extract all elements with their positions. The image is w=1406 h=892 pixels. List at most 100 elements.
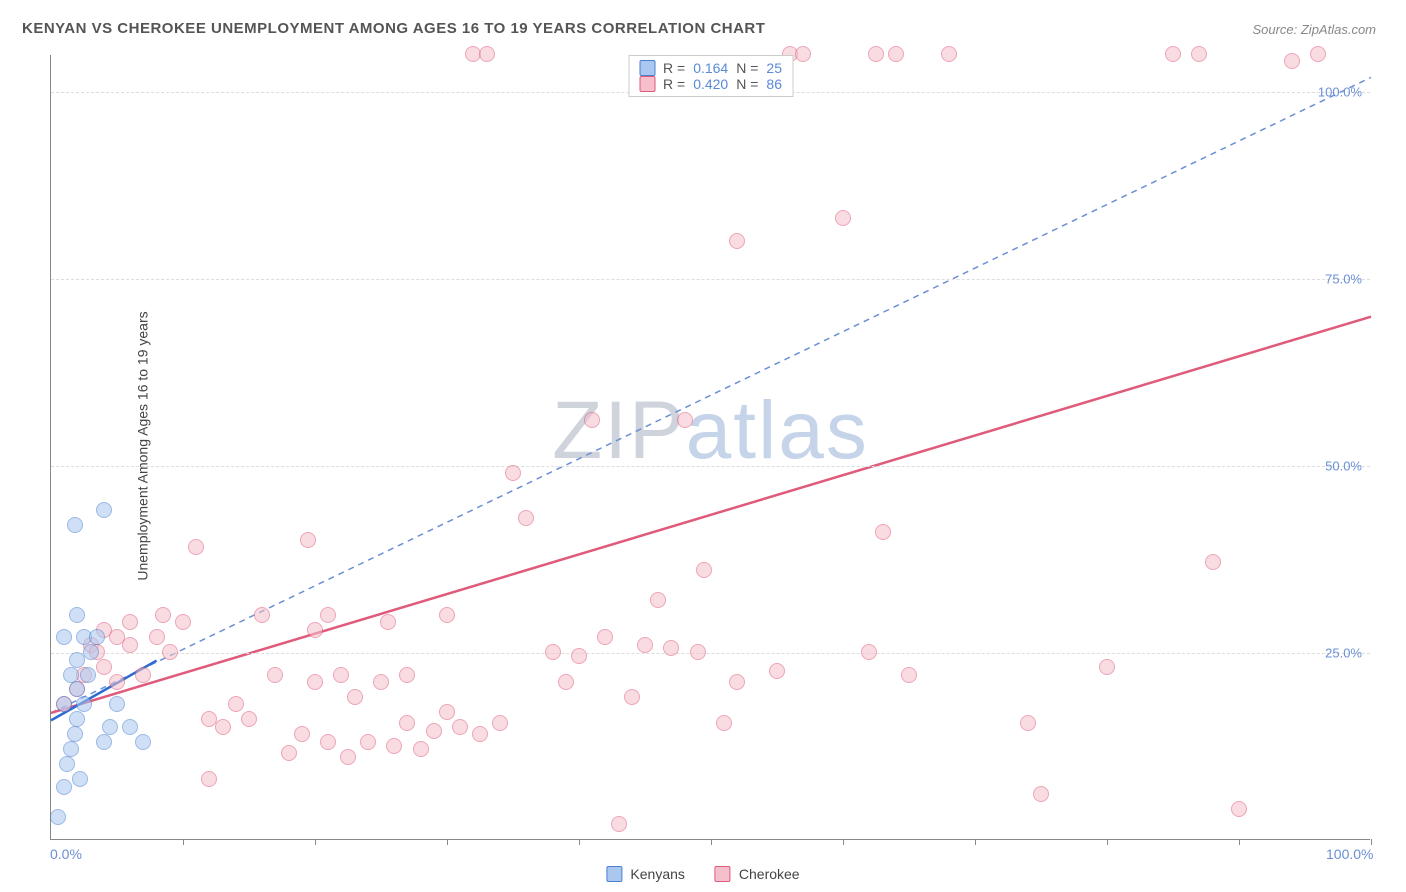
data-point [1284, 53, 1300, 69]
data-point [901, 667, 917, 683]
data-point [1231, 801, 1247, 817]
source-attribution: Source: ZipAtlas.com [1252, 22, 1376, 37]
data-point [96, 502, 112, 518]
data-point [63, 667, 79, 683]
n-label: N = [736, 76, 758, 92]
y-tick-label: 100.0% [1318, 85, 1362, 100]
data-point [72, 771, 88, 787]
data-point [1099, 659, 1115, 675]
data-point [69, 681, 85, 697]
reference-line [51, 77, 1371, 712]
data-point [241, 711, 257, 727]
data-point [868, 46, 884, 62]
data-point [83, 644, 99, 660]
data-point [875, 524, 891, 540]
data-point [320, 607, 336, 623]
stats-row-cherokee: R = 0.420 N = 86 [639, 76, 782, 92]
legend-item-kenyans: Kenyans [606, 866, 684, 882]
watermark: ZIPatlas [552, 384, 869, 478]
data-point [109, 696, 125, 712]
data-point [505, 465, 521, 481]
data-point [67, 517, 83, 533]
data-point [56, 696, 72, 712]
data-point [545, 644, 561, 660]
data-point [307, 622, 323, 638]
x-tick [579, 839, 580, 845]
x-tick [711, 839, 712, 845]
data-point [201, 771, 217, 787]
data-point [281, 745, 297, 761]
data-point [729, 233, 745, 249]
legend-item-cherokee: Cherokee [715, 866, 800, 882]
x-tick [183, 839, 184, 845]
series-legend: Kenyans Cherokee [606, 866, 799, 882]
x-tick [975, 839, 976, 845]
data-point [96, 659, 112, 675]
data-point [135, 734, 151, 750]
data-point [1310, 46, 1326, 62]
x-tick [447, 839, 448, 845]
y-tick-label: 75.0% [1325, 272, 1362, 287]
r-value-cherokee: 0.420 [693, 76, 728, 92]
y-tick-label: 50.0% [1325, 459, 1362, 474]
data-point [67, 726, 83, 742]
data-point [795, 46, 811, 62]
data-point [294, 726, 310, 742]
data-point [1020, 715, 1036, 731]
data-point [584, 412, 600, 428]
n-value-cherokee: 86 [766, 76, 782, 92]
data-point [122, 614, 138, 630]
data-point [56, 779, 72, 795]
data-point [347, 689, 363, 705]
data-point [373, 674, 389, 690]
data-point [624, 689, 640, 705]
data-point [413, 741, 429, 757]
data-point [650, 592, 666, 608]
gridline [51, 466, 1370, 467]
data-point [696, 562, 712, 578]
data-point [558, 674, 574, 690]
data-point [1033, 786, 1049, 802]
x-tick [1107, 839, 1108, 845]
data-point [307, 674, 323, 690]
data-point [333, 667, 349, 683]
data-point [80, 667, 96, 683]
data-point [677, 412, 693, 428]
data-point [102, 719, 118, 735]
x-tick [1371, 839, 1372, 845]
data-point [380, 614, 396, 630]
data-point [59, 756, 75, 772]
x-tick [315, 839, 316, 845]
data-point [76, 696, 92, 712]
r-label: R = [663, 76, 685, 92]
data-point [769, 663, 785, 679]
data-point [941, 46, 957, 62]
stats-row-kenyans: R = 0.164 N = 25 [639, 60, 782, 76]
data-point [452, 719, 468, 735]
data-point [360, 734, 376, 750]
y-tick-label: 25.0% [1325, 646, 1362, 661]
data-point [122, 719, 138, 735]
data-point [637, 637, 653, 653]
data-point [69, 711, 85, 727]
data-point [426, 723, 442, 739]
x-tick [1239, 839, 1240, 845]
data-point [492, 715, 508, 731]
data-point [663, 640, 679, 656]
data-point [228, 696, 244, 712]
data-point [439, 607, 455, 623]
data-point [729, 674, 745, 690]
data-point [63, 741, 79, 757]
data-point [439, 704, 455, 720]
data-point [109, 674, 125, 690]
swatch-kenyans [639, 60, 655, 76]
data-point [690, 644, 706, 660]
data-point [162, 644, 178, 660]
data-point [149, 629, 165, 645]
r-value-kenyans: 0.164 [693, 60, 728, 76]
data-point [135, 667, 151, 683]
data-point [320, 734, 336, 750]
legend-label-kenyans: Kenyans [630, 866, 684, 882]
data-point [50, 809, 66, 825]
x-axis-min-label: 0.0% [50, 846, 82, 862]
